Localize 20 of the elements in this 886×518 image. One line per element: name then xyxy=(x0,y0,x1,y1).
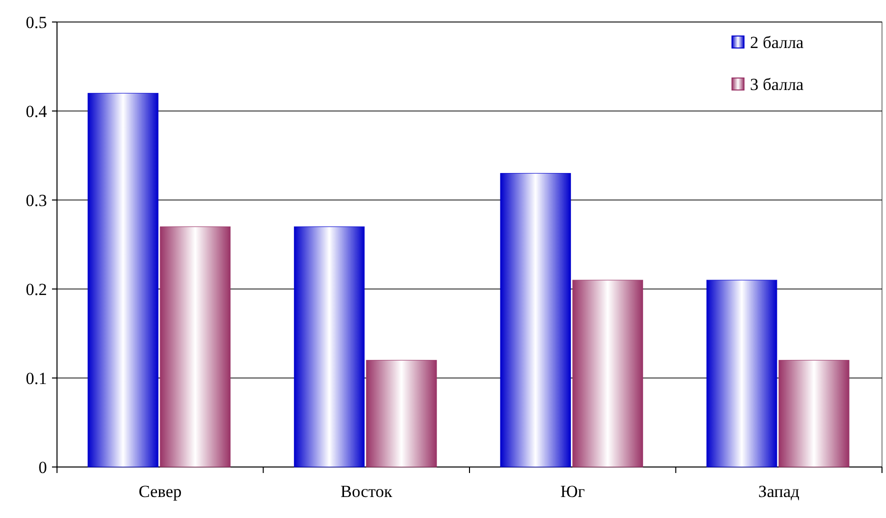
y-tick-label: 0 xyxy=(38,458,47,477)
bar xyxy=(88,92,158,468)
bar xyxy=(706,280,778,468)
x-tick-label: Восток xyxy=(340,482,393,501)
y-tick-label: 0.4 xyxy=(26,102,48,121)
y-tick-label: 0.3 xyxy=(26,190,47,210)
bar xyxy=(500,173,571,468)
y-tick-label: 0.2 xyxy=(26,280,47,299)
y-tick-label: 0.5 xyxy=(26,12,47,32)
legend-label: 2 балла xyxy=(750,32,804,52)
y-tick-label: 0.1 xyxy=(26,368,47,388)
bar xyxy=(778,360,850,468)
bar xyxy=(294,226,365,468)
x-tick-label: Север xyxy=(138,482,182,501)
bar xyxy=(366,360,437,468)
legend-label: 3 балла xyxy=(750,74,804,94)
x-tick-label: Юг xyxy=(560,482,585,501)
x-tick-label: Запад xyxy=(758,482,800,501)
bar xyxy=(572,280,644,468)
bar xyxy=(160,226,231,468)
